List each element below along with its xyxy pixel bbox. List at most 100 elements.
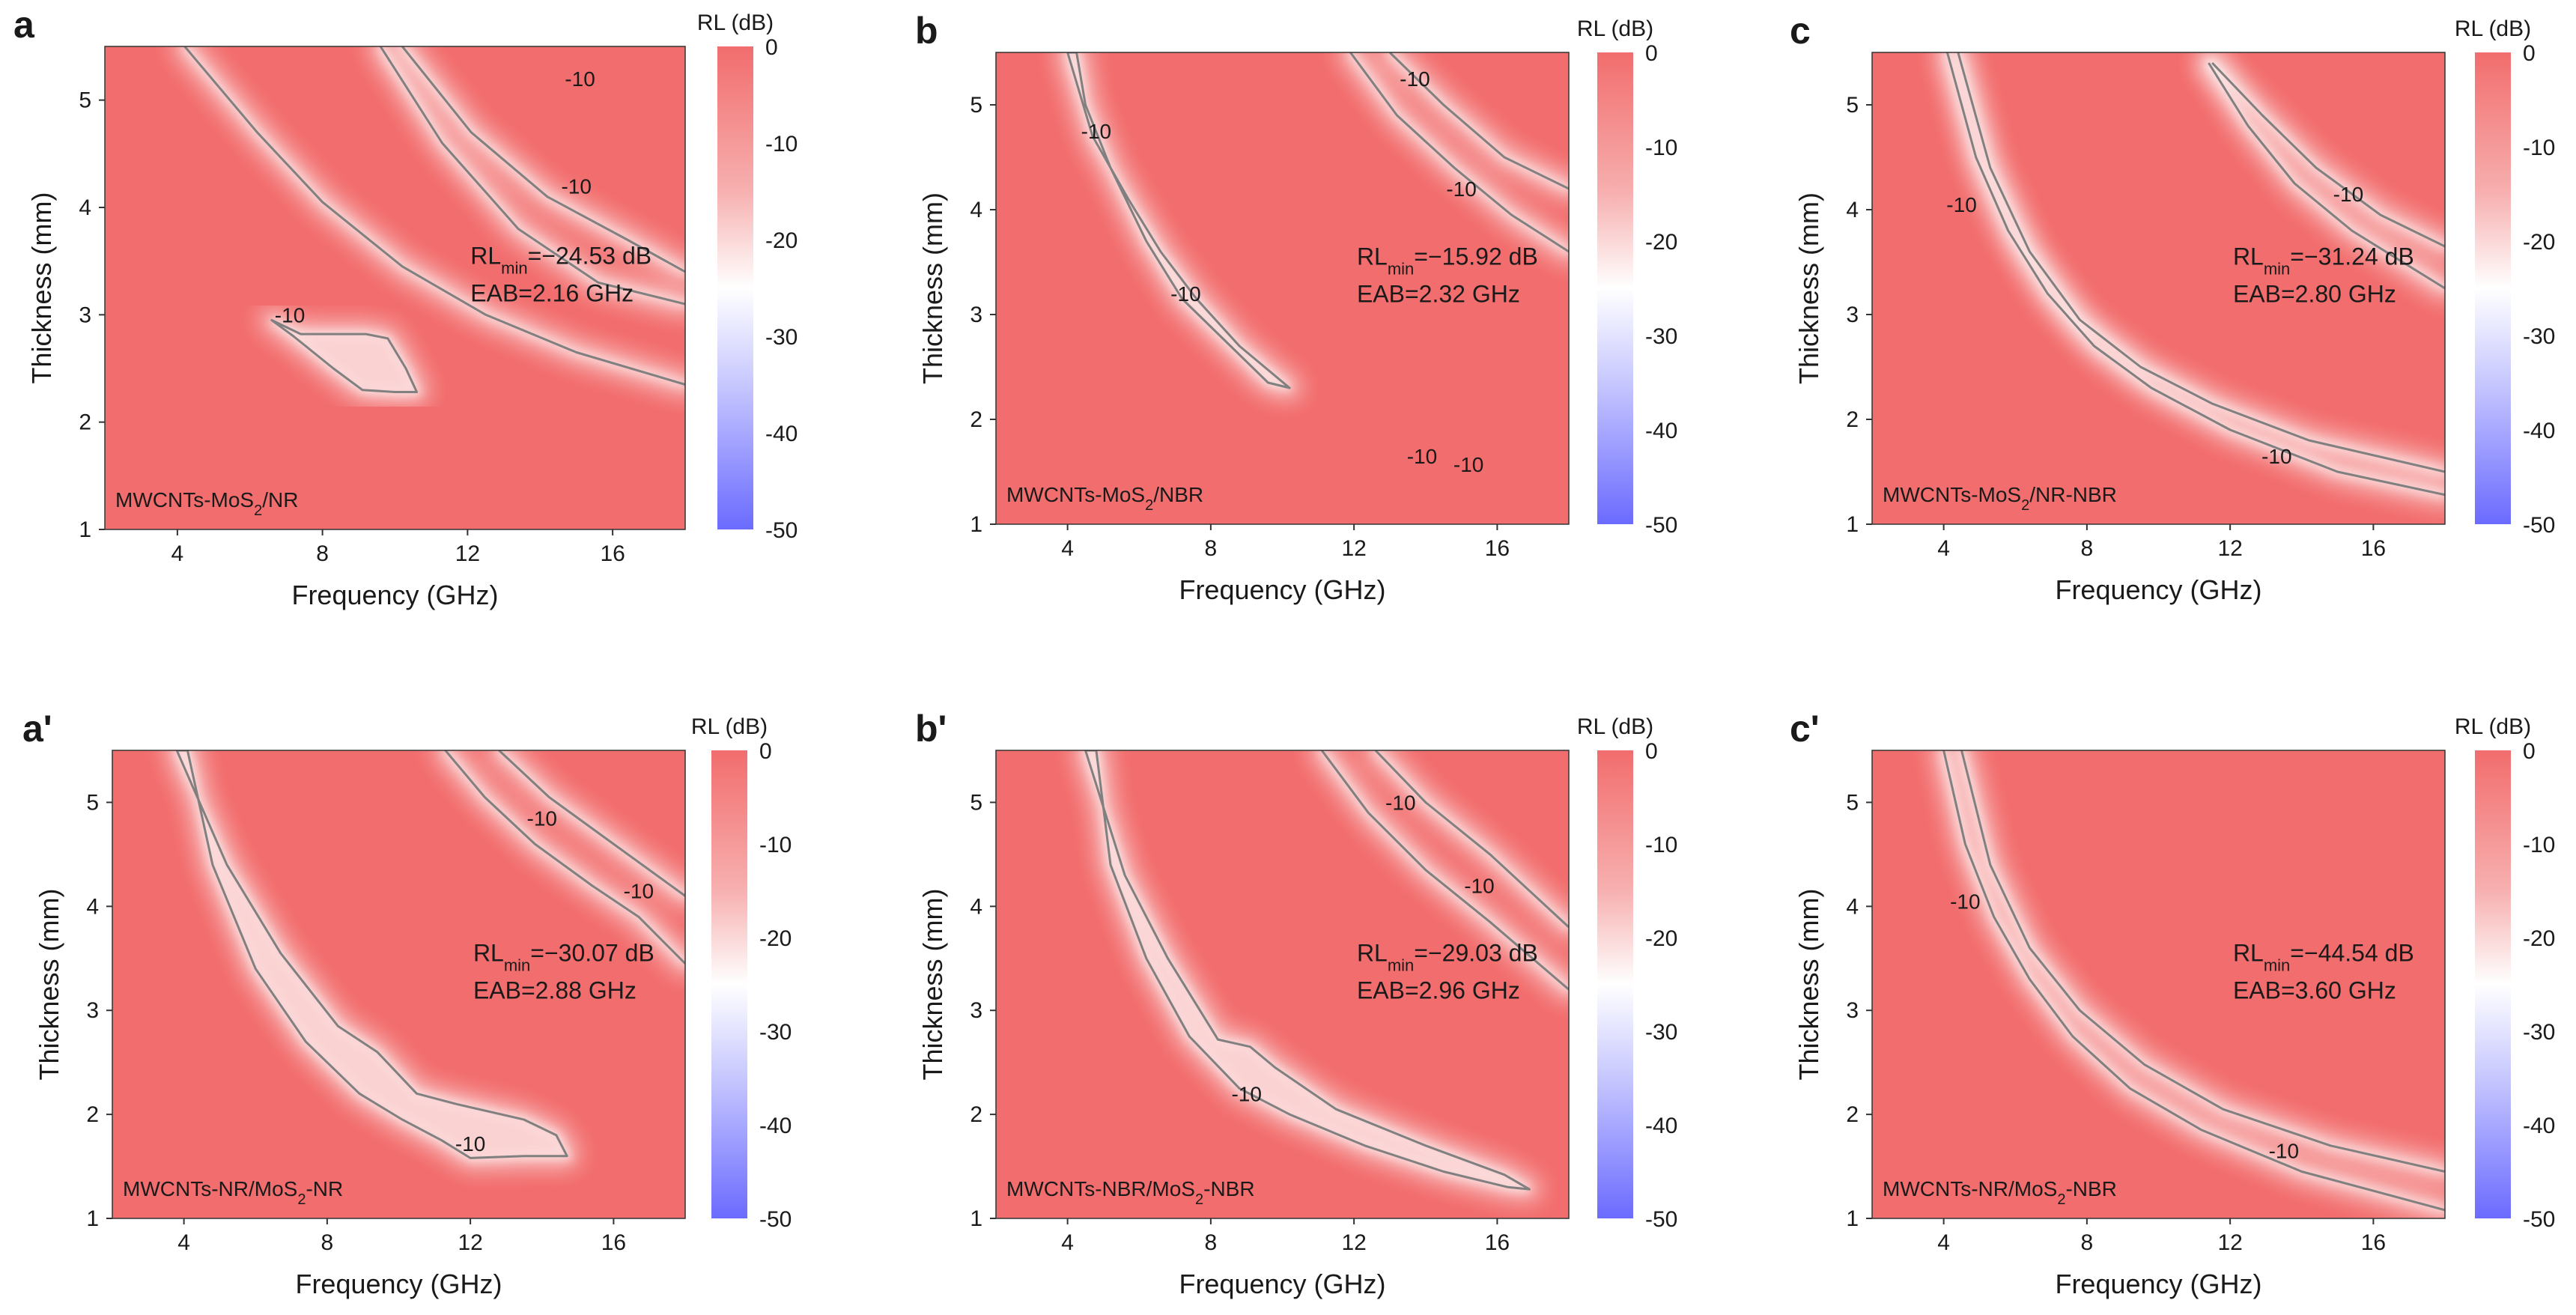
panel-label: a' bbox=[22, 708, 52, 750]
y-axis-title: Thickness (mm) bbox=[1793, 888, 1824, 1080]
colorbar-tick-label: -10 bbox=[2523, 833, 2555, 857]
colorbar-tick-label: -10 bbox=[2523, 136, 2555, 160]
contour-label: -10 bbox=[2261, 445, 2291, 468]
x-tick-label: 4 bbox=[171, 541, 184, 566]
contour-line-minus10 bbox=[2208, 62, 2445, 290]
contour-label: -10 bbox=[1446, 177, 1476, 201]
colorbar-tick-label: -10 bbox=[759, 833, 792, 857]
x-axis-title: Frequency (GHz) bbox=[295, 1269, 502, 1299]
plot-frame bbox=[104, 46, 686, 530]
contour-label: -10 bbox=[2269, 1140, 2299, 1163]
y-tick-label: 4 bbox=[1846, 894, 1859, 919]
x-tick-label: 8 bbox=[2081, 536, 2094, 561]
colorbar-title: RL (dB) bbox=[697, 10, 774, 35]
rl-min-annotation: RLmin=−29.03 dB bbox=[1357, 939, 1538, 974]
plot-frame bbox=[995, 52, 1570, 525]
contour-label: -10 bbox=[1946, 193, 1976, 216]
y-tick-label: 1 bbox=[1846, 1206, 1859, 1231]
heatmap-plot-area: -10 -10 -10 bbox=[1934, 52, 2445, 508]
colorbar-tick-label: -30 bbox=[1645, 1020, 1677, 1045]
heatmap-plot-area: -10 -10 bbox=[1931, 750, 2445, 1218]
x-tick-label: 8 bbox=[1205, 536, 1218, 561]
x-axis-title: Frequency (GHz) bbox=[2055, 1269, 2261, 1299]
contour-label: -10 bbox=[561, 174, 591, 198]
plot-frame bbox=[995, 750, 1570, 1219]
y-axis-title: Thickness (mm) bbox=[917, 888, 948, 1080]
colorbar-tick-label: -40 bbox=[1645, 1114, 1677, 1138]
panel-label: c' bbox=[1790, 708, 1820, 750]
contour-line-minus10 bbox=[1349, 52, 1569, 253]
colorbar-tick-label: -10 bbox=[1645, 833, 1677, 857]
eab-annotation: EAB=2.80 GHz bbox=[2233, 281, 2396, 308]
rl-min-annotation: RLmin=−24.53 dB bbox=[470, 242, 651, 277]
x-tick-label: 4 bbox=[1937, 536, 1950, 561]
colorbar-tick-label: -20 bbox=[1645, 926, 1677, 951]
contour-line-minus10 bbox=[498, 750, 685, 897]
sample-label: MWCNTs-NR/MoS2-NR bbox=[123, 1177, 343, 1208]
colorbar-tick-label: 0 bbox=[765, 35, 778, 60]
x-tick-label: 4 bbox=[1937, 1230, 1950, 1255]
colorbar-tick-label: -20 bbox=[2523, 926, 2555, 951]
y-tick-label: 2 bbox=[1846, 407, 1859, 432]
colorbar-tick-label: -50 bbox=[759, 1207, 792, 1232]
colorbar-tick-label: -50 bbox=[2523, 513, 2555, 538]
plot-frame bbox=[112, 750, 686, 1219]
colorbar-tick-label: -40 bbox=[759, 1114, 792, 1138]
y-tick-label: 5 bbox=[970, 790, 982, 815]
x-tick-label: 16 bbox=[2361, 536, 2386, 561]
rl-min-annotation: RLmin=−15.92 dB bbox=[1357, 243, 1538, 279]
colorbar-tick-label: -30 bbox=[1645, 324, 1677, 349]
colorbar bbox=[717, 46, 753, 529]
contour-label: -10 bbox=[455, 1132, 485, 1155]
x-tick-label: 16 bbox=[1485, 1230, 1510, 1255]
colorbar-tick-label: -40 bbox=[2523, 419, 2555, 443]
colorbar bbox=[2475, 52, 2511, 524]
colorbar bbox=[711, 750, 747, 1218]
colorbar-tick-label: 0 bbox=[759, 739, 772, 764]
sample-label: MWCNTs-MoS2/NBR bbox=[1006, 483, 1203, 514]
y-tick-label: 3 bbox=[79, 303, 91, 327]
panel-label: b' bbox=[915, 708, 947, 750]
y-tick-label: 2 bbox=[1846, 1102, 1859, 1127]
heatmap-plot-area: -10 -10 -10 bbox=[164, 750, 685, 1171]
panel-label: c bbox=[1790, 10, 1811, 52]
y-tick-label: 4 bbox=[970, 894, 982, 919]
contour-line-minus10 bbox=[1388, 52, 1569, 190]
contour-line-minus10 bbox=[183, 46, 685, 386]
x-tick-label: 12 bbox=[2217, 1230, 2242, 1255]
contour-label: -10 bbox=[1464, 875, 1494, 898]
sample-label: MWCNTs-NBR/MoS2-NBR bbox=[1006, 1177, 1255, 1208]
y-tick-label: 3 bbox=[970, 998, 982, 1023]
contour-label: -10 bbox=[1407, 445, 1437, 468]
colorbar-tick-label: -40 bbox=[2523, 1114, 2555, 1138]
contour-line-minus10 bbox=[1320, 750, 1569, 991]
x-tick-label: 8 bbox=[1205, 1230, 1218, 1255]
contour-line-minus10 bbox=[1066, 52, 1291, 389]
y-tick-label: 2 bbox=[86, 1102, 99, 1127]
y-tick-label: 5 bbox=[79, 88, 91, 113]
sample-label: MWCNTs-MoS2/NR bbox=[115, 488, 298, 519]
y-tick-label: 3 bbox=[86, 998, 99, 1023]
colorbar-tick-label: 0 bbox=[1645, 41, 1658, 66]
contour-line-minus10 bbox=[175, 750, 568, 1159]
contour-label: -10 bbox=[565, 67, 595, 91]
x-tick-label: 4 bbox=[177, 1230, 190, 1255]
contour-label: -10 bbox=[275, 303, 305, 327]
y-tick-label: 1 bbox=[79, 517, 91, 542]
panel-label: a bbox=[13, 4, 35, 46]
eab-annotation: EAB=2.16 GHz bbox=[470, 279, 634, 306]
y-tick-label: 3 bbox=[1846, 998, 1859, 1023]
y-axis-title: Thickness (mm) bbox=[26, 192, 57, 383]
colorbar-title: RL (dB) bbox=[1577, 16, 1653, 41]
eab-annotation: EAB=3.60 GHz bbox=[2233, 977, 2396, 1003]
contour-line-minus10 bbox=[270, 319, 419, 393]
contour-line-minus10 bbox=[1957, 52, 2445, 473]
colorbar-tick-label: -30 bbox=[2523, 1020, 2555, 1045]
contour-line-minus10 bbox=[1942, 750, 2445, 1212]
x-tick-label: 12 bbox=[2217, 536, 2242, 561]
y-tick-label: 5 bbox=[970, 93, 982, 118]
y-tick-label: 3 bbox=[1846, 303, 1859, 327]
